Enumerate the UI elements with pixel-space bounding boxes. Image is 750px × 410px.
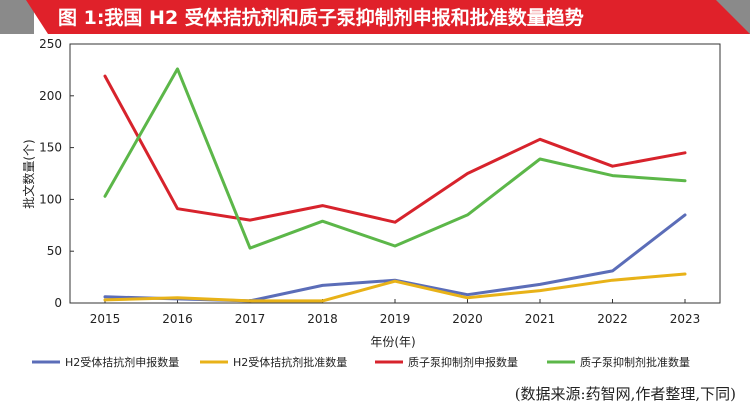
x-tick-label: 2015: [90, 312, 121, 326]
legend-label-2: H2受体拮抗剂批准数量: [233, 355, 347, 369]
x-tick-label: 2022: [597, 312, 628, 326]
series-line-3: [103, 74, 687, 224]
series-lines: [103, 67, 687, 303]
y-tick-label: 150: [39, 141, 62, 155]
series-line-4: [103, 67, 687, 250]
title-bar: 图 1:我国 H2 受体拮抗剂和质子泵抑制剂申报和批准数量趋势: [0, 0, 750, 34]
title-corner-right: [716, 0, 750, 34]
x-tick-label: 2019: [380, 312, 411, 326]
series-line-2: [103, 272, 687, 303]
chart: 0 50 100 150 200 250 2015 2016 2017 2018 2019 2020…: [21, 37, 721, 369]
y-tick-label: 200: [39, 89, 62, 103]
x-ticks: 2015 2016 2017 2018 2019 2020 2021 2022 2023: [90, 299, 701, 326]
y-ticks: 0 50 100 150 200 250: [39, 37, 74, 310]
y-tick-label: 50: [47, 244, 62, 258]
y-tick-label: 0: [54, 296, 62, 310]
x-tick-label: 2016: [162, 312, 193, 326]
legend-label-1: H2受体拮抗剂申报数量: [65, 355, 179, 369]
x-tick-label: 2023: [670, 312, 701, 326]
legend-label-4: 质子泵抑制剂批准数量: [580, 355, 690, 369]
x-tick-label: 2021: [525, 312, 556, 326]
x-tick-label: 2020: [452, 312, 483, 326]
legend: H2受体拮抗剂申报数量 H2受体拮抗剂批准数量 质子泵抑制剂申报数量 质子泵抑制剂批准…: [32, 355, 690, 369]
title-corner-left: [0, 0, 34, 34]
y-axis-label: 批文数量(个): [21, 139, 36, 208]
chart-title: 图 1:我国 H2 受体拮抗剂和质子泵抑制剂申报和批准数量趋势: [58, 6, 584, 29]
x-axis-label: 年份(年): [370, 335, 415, 349]
y-tick-label: 100: [39, 192, 62, 206]
source-note: (数据来源:药智网,作者整理,下同): [514, 385, 736, 403]
title-background: [26, 0, 750, 34]
series-line-1: [103, 213, 687, 303]
legend-label-3: 质子泵抑制剂申报数量: [408, 355, 518, 369]
x-tick-label: 2018: [307, 312, 338, 326]
y-tick-label: 250: [39, 37, 62, 51]
x-tick-label: 2017: [235, 312, 266, 326]
